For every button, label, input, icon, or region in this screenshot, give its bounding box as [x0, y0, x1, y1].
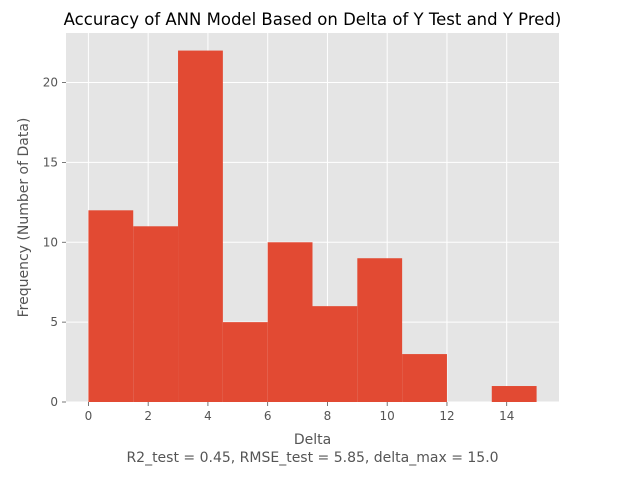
chart-title: Accuracy of ANN Model Based on Delta of …	[64, 10, 562, 29]
x-axis-label: Delta	[294, 432, 331, 448]
axis-ticks: 0 2 4 6 8 10 12 14 0 5 10 15 20	[43, 76, 515, 423]
histogram-bar	[88, 210, 134, 402]
y-tick-label: 0	[50, 395, 58, 409]
x-tick-label: 2	[144, 409, 152, 423]
histogram-bar	[357, 258, 403, 402]
bars	[88, 50, 537, 402]
y-tick-label: 5	[50, 315, 58, 329]
x-tick-label: 8	[324, 409, 332, 423]
histogram-bar	[133, 226, 179, 402]
histogram-bar	[402, 354, 447, 402]
histogram-bar	[267, 242, 313, 402]
metrics-caption: R2_test = 0.45, RMSE_test = 5.85, delta_…	[126, 450, 498, 466]
y-tick-label: 10	[43, 235, 58, 249]
x-tick-label: 0	[85, 409, 93, 423]
x-tick-label: 6	[264, 409, 272, 423]
histogram-bar	[178, 50, 223, 402]
y-tick-label: 15	[43, 155, 58, 169]
y-tick-label: 20	[43, 76, 58, 90]
x-tick-label: 14	[499, 409, 514, 423]
histogram-bar	[222, 322, 268, 402]
histogram-bar	[491, 386, 537, 402]
histogram-bar	[312, 306, 358, 402]
x-tick-label: 4	[204, 409, 212, 423]
x-tick-label: 10	[380, 409, 395, 423]
x-tick-label: 12	[439, 409, 454, 423]
y-axis-label: Frequency (Number of Data)	[16, 118, 32, 318]
